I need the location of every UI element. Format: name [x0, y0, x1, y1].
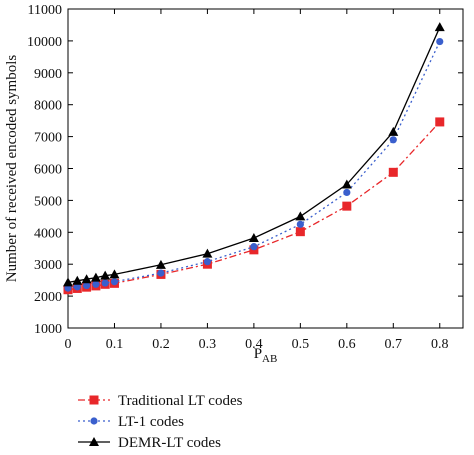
series-demr-lt-codes — [63, 22, 445, 287]
x-axis-label-subscript: AB — [262, 353, 277, 365]
legend-item: LT-1 codes — [78, 414, 184, 430]
x-axis-label: PAB — [254, 346, 278, 365]
series-lt-1-codes — [64, 37, 444, 292]
legend-marker — [89, 395, 99, 405]
data-point — [92, 280, 100, 288]
legend: Traditional LT codes LT-1 codes DEMR-LT co… — [78, 393, 243, 451]
y-tick-label: 8000 — [34, 99, 62, 114]
data-point — [342, 201, 352, 211]
data-point — [101, 279, 109, 287]
data-point — [295, 211, 306, 221]
data-point — [389, 136, 397, 144]
data-point — [296, 220, 304, 228]
y-tick-label: 6000 — [34, 163, 62, 178]
x-tick-label: 0.3 — [199, 337, 217, 352]
data-point — [343, 188, 351, 197]
y-tick-label: 5000 — [34, 194, 62, 209]
legend-marker — [90, 417, 98, 425]
data-point — [100, 270, 111, 280]
data-point — [81, 274, 92, 284]
axis-ticks: 0 0.1 0.2 0.3 0.4 0.5 0.6 0.7 0.8 1000 2000 3000 400… — [27, 3, 463, 352]
data-point — [203, 258, 212, 266]
x-tick-label: 0.4 — [245, 337, 263, 352]
y-tick-label: 1000 — [34, 322, 62, 337]
x-tick-label: 0.5 — [292, 337, 310, 352]
plot-frame — [67, 8, 464, 329]
series-group — [63, 22, 445, 295]
legend-item: Traditional LT codes — [78, 393, 243, 409]
series-traditional-lt-codes — [63, 117, 445, 295]
data-point — [155, 259, 166, 269]
y-tick-label: 4000 — [34, 226, 62, 241]
x-tick-label: 0.2 — [152, 337, 170, 352]
legend-label: Traditional LT codes — [118, 393, 243, 409]
x-tick-label: 0 — [65, 337, 72, 352]
y-tick-label: 3000 — [34, 258, 62, 273]
legend-item: DEMR-LT codes — [78, 435, 221, 451]
x-axis-label-main: P — [254, 346, 262, 362]
y-tick-label: 7000 — [34, 131, 62, 146]
y-tick-label: 9000 — [34, 67, 62, 82]
legend-label: DEMR-LT codes — [118, 435, 221, 451]
data-point — [435, 117, 445, 127]
data-point — [90, 272, 101, 282]
data-point — [73, 283, 81, 291]
legend-marker — [89, 437, 99, 446]
data-point — [341, 179, 352, 189]
data-point — [434, 22, 445, 32]
data-point — [250, 243, 258, 251]
y-tick-label: 10000 — [27, 35, 62, 50]
data-point — [295, 227, 305, 237]
x-tick-label: 0.1 — [106, 337, 124, 352]
data-point — [82, 281, 91, 290]
y-tick-label: 2000 — [34, 290, 62, 305]
series-line — [67, 121, 441, 291]
y-tick-label: 11000 — [28, 3, 62, 18]
y-axis-label: Number of received encoded symbols — [4, 55, 20, 283]
data-point — [72, 275, 83, 285]
x-tick-label: 0.8 — [431, 337, 449, 352]
data-point — [109, 269, 120, 279]
x-tick-label: 0.7 — [385, 337, 403, 352]
data-point — [157, 269, 165, 277]
data-point — [436, 37, 444, 46]
data-point — [388, 126, 399, 136]
data-point — [63, 277, 73, 287]
x-tick-label: 0.6 — [338, 337, 356, 352]
data-point — [248, 233, 259, 243]
data-point — [388, 167, 398, 177]
data-point — [110, 278, 119, 286]
legend-label: LT-1 codes — [118, 414, 184, 430]
data-point — [202, 248, 213, 258]
